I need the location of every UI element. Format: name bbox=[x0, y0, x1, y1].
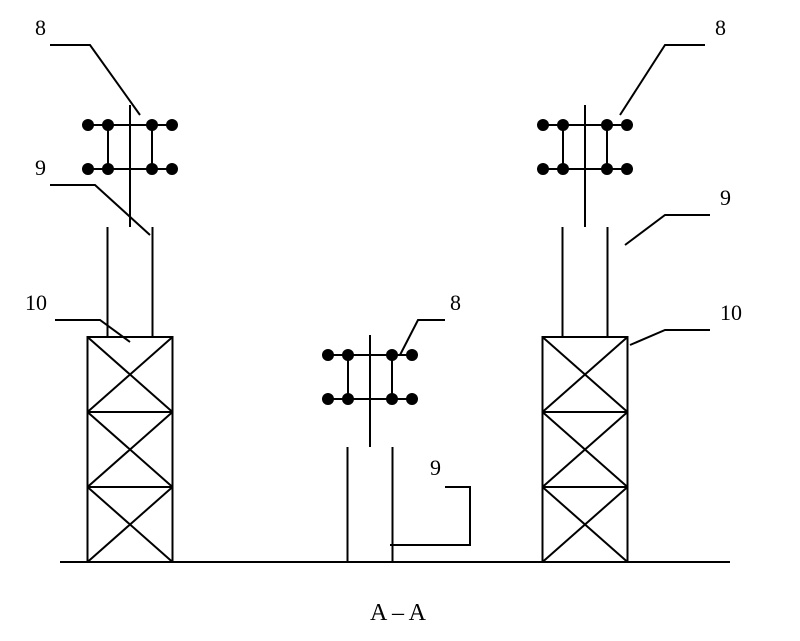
callout-label: 9 bbox=[720, 185, 731, 210]
callout-right-10: 10 bbox=[630, 300, 742, 345]
conductor-bundle bbox=[537, 105, 633, 227]
callout-label: 8 bbox=[35, 15, 46, 40]
column bbox=[108, 227, 153, 337]
callout-label: 10 bbox=[720, 300, 742, 325]
callout-label: 8 bbox=[450, 290, 461, 315]
callout-label: 9 bbox=[430, 455, 441, 480]
callout-label: 10 bbox=[25, 290, 47, 315]
conductor-bundle bbox=[82, 105, 178, 227]
callout-left-10: 10 bbox=[25, 290, 130, 342]
lattice-tower bbox=[543, 337, 628, 562]
callout-left-8: 8 bbox=[35, 15, 140, 115]
lattice-tower bbox=[88, 337, 173, 562]
tower-right bbox=[537, 105, 633, 562]
callout-label: 9 bbox=[35, 155, 46, 180]
section-label: A – A bbox=[370, 600, 427, 626]
callout-center-8: 8 bbox=[400, 290, 461, 355]
callout-right-9: 9 bbox=[625, 185, 731, 245]
callout-center-9: 9 bbox=[390, 455, 470, 545]
conductor-bundle bbox=[322, 335, 418, 447]
tower-center bbox=[322, 335, 418, 562]
column bbox=[563, 227, 608, 337]
callout-label: 8 bbox=[715, 15, 726, 40]
tower-left bbox=[82, 105, 178, 562]
column bbox=[348, 447, 393, 562]
callout-right-8: 8 bbox=[620, 15, 726, 115]
diagram-canvas: 8 9 10 8 9 8 9 10 A – A bbox=[0, 0, 800, 641]
svg-text:A – A: A – A bbox=[370, 600, 427, 626]
